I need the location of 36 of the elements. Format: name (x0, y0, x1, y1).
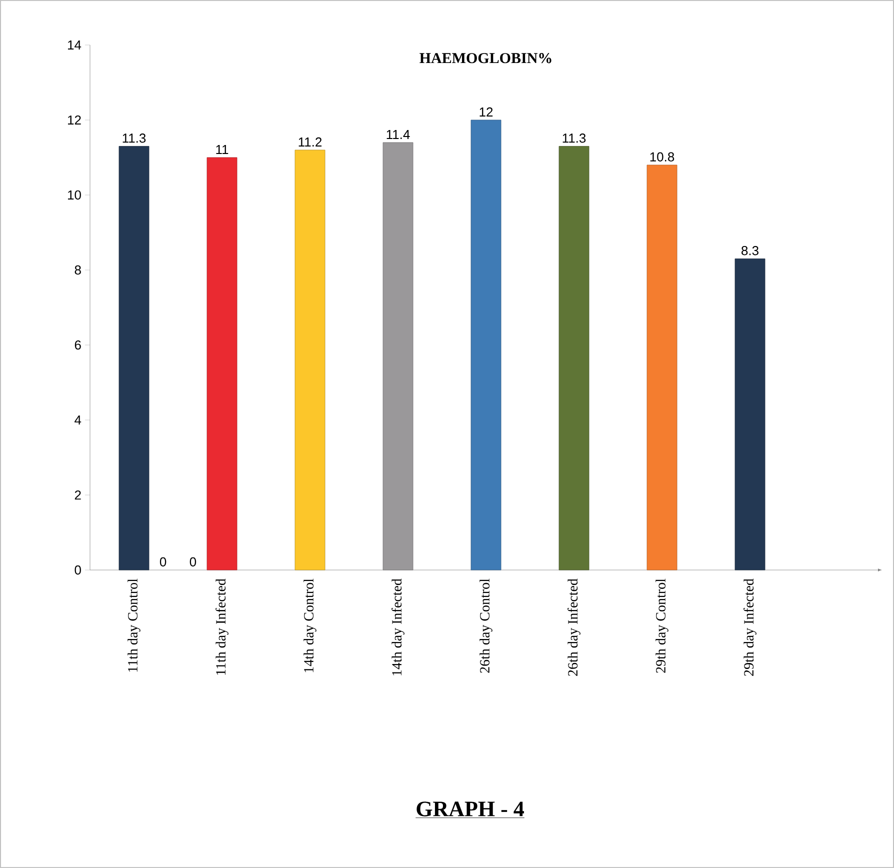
y-tick-label: 2 (74, 490, 81, 500)
bar (118, 146, 150, 570)
x-tick-label: 29th day Control (656, 578, 668, 673)
x-tick-label: 11th day Control (128, 578, 140, 672)
data-label: 12 (480, 107, 493, 116)
annotation: 0 (190, 557, 196, 566)
data-label: 11.2 (298, 137, 322, 146)
bar (734, 258, 766, 570)
data-label: 11.3 (122, 134, 146, 143)
y-tick-label: 4 (74, 416, 82, 424)
y-tick-label: 14 (68, 40, 82, 50)
x-tick-label: 29th day Infected (744, 578, 756, 676)
data-label: 8.3 (742, 246, 758, 256)
x-tick-label: 26th day Infected (568, 578, 580, 676)
bar (470, 120, 502, 570)
data-label: 10.8 (650, 152, 674, 162)
bar (294, 150, 326, 570)
y-tick-label: 12 (68, 115, 81, 125)
y-tick-label: 10 (68, 190, 81, 200)
x-tick-label: 14th day Infected (392, 578, 404, 676)
chart-title: HAEMOGLOBIN% (420, 53, 552, 64)
y-tick-label: 8 (74, 265, 81, 275)
x-tick-label: 26th day Control (480, 578, 492, 673)
x-tick-label: 11th day Infected (216, 578, 228, 675)
y-tick-label: 6 (74, 340, 81, 350)
bar (206, 157, 238, 570)
x-tick-label: 14th day Control (304, 578, 316, 672)
data-label: 11.3 (562, 134, 586, 143)
bar (382, 142, 414, 570)
annotation: 0 (160, 557, 166, 566)
text: GRAPH - 4 (416, 802, 524, 816)
bar (558, 146, 590, 570)
bar (646, 164, 678, 570)
data-label: 11.4 (386, 130, 410, 139)
y-tick-label: 0 (74, 565, 81, 575)
data-label: 11 (216, 145, 228, 154)
